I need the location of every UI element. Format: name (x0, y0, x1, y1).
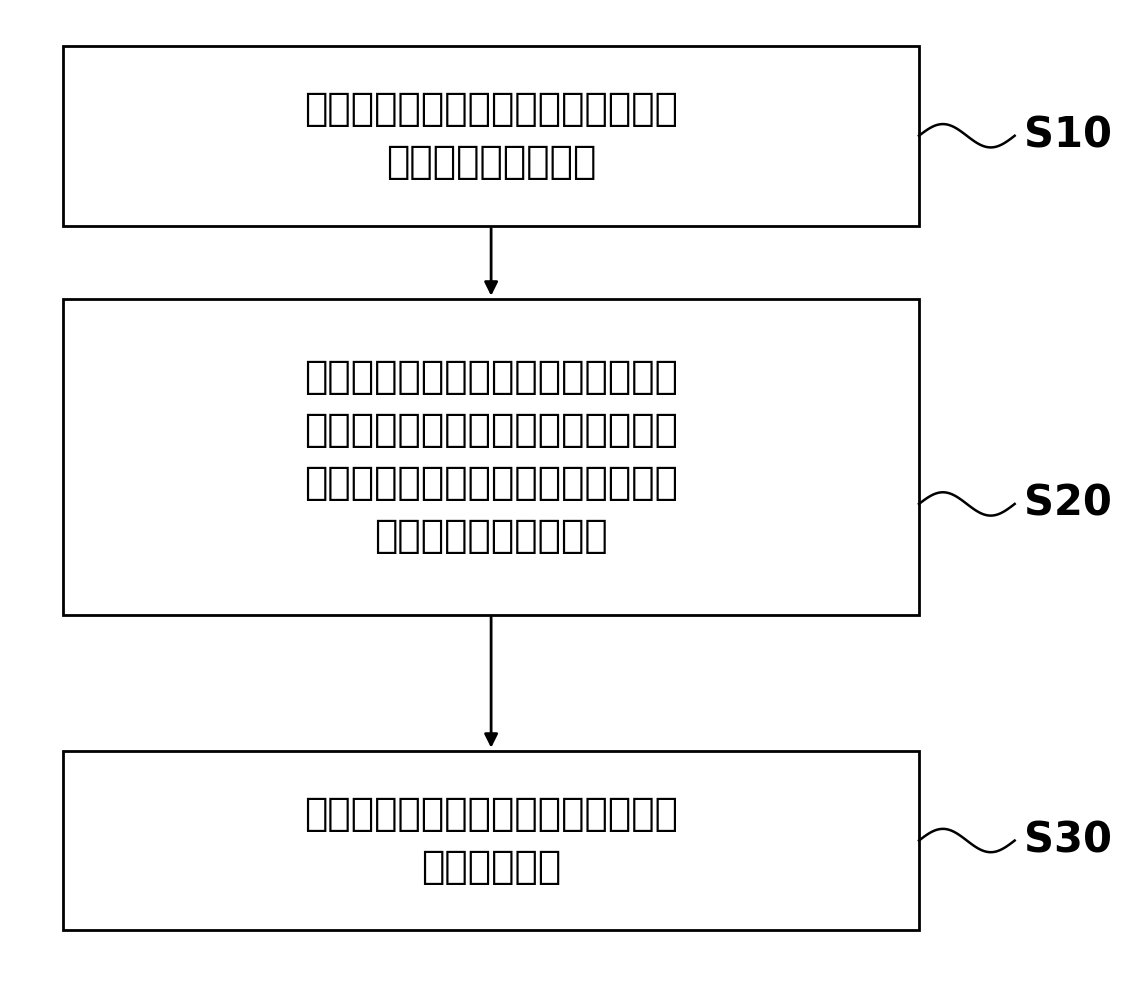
Text: 根据获取的所述制动距离信息、重量
信息和速度信息，计算所述微轨车辆
所需的制动力、以及与所述制动力对
应的电机的转速和转矩: 根据获取的所述制动距离信息、重量 信息和速度信息，计算所述微轨车辆 所需的制动力… (304, 358, 678, 555)
Text: S20: S20 (1023, 483, 1111, 525)
Bar (63, 750, 919, 931)
Bar (63, 45, 919, 226)
Bar (63, 299, 919, 614)
Text: 获取所述微轨车辆的制动距离信息、
重量信息和速度信息: 获取所述微轨车辆的制动距离信息、 重量信息和速度信息 (304, 91, 678, 181)
Text: S10: S10 (1023, 114, 1111, 157)
Text: 将计算得到的所述转速和转矩信息发
送给所述电机: 将计算得到的所述转速和转矩信息发 送给所述电机 (304, 795, 678, 886)
Text: S30: S30 (1023, 819, 1111, 862)
